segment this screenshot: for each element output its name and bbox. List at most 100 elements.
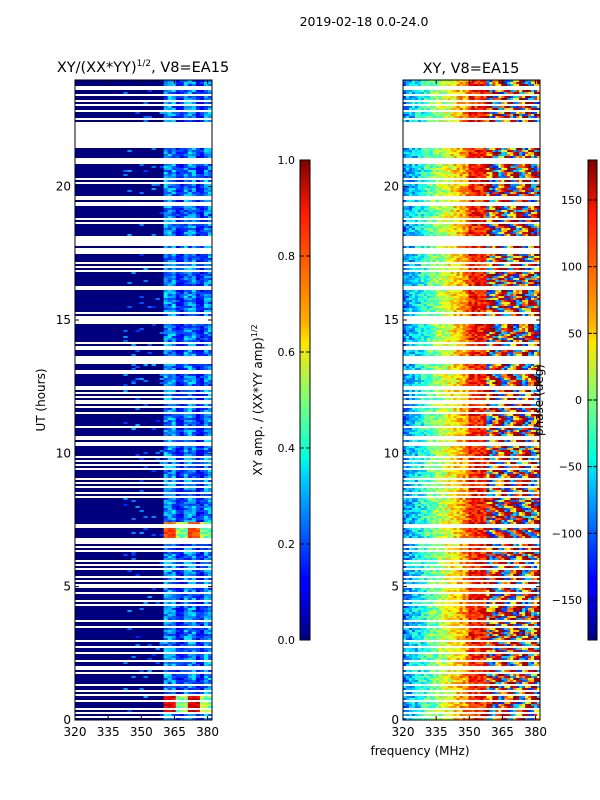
right-heatmap-cell <box>447 194 451 196</box>
left-heatmap-cell <box>207 470 212 472</box>
right-heatmap-cell <box>417 170 422 172</box>
left-heatmap-cell <box>143 102 148 104</box>
left-heatmap-cell <box>183 440 189 442</box>
right-heatmap-cell <box>423 82 428 84</box>
right-heatmap-cell <box>528 120 532 122</box>
left-heatmap-cell <box>167 510 173 512</box>
left-heatmap-cell <box>191 116 197 118</box>
right-heatmap-cell <box>492 234 496 236</box>
right-heatmap-cell <box>489 228 493 230</box>
left-heatmap-cell <box>171 194 177 196</box>
right-heatmap-cell <box>438 98 443 100</box>
right-heatmap-cell <box>474 92 478 94</box>
left-heatmap-cell <box>163 532 168 534</box>
left-heatmap-cell <box>207 382 212 384</box>
right-heatmap-cell <box>468 230 472 232</box>
left-heatmap-cell <box>171 422 177 424</box>
left-heatmap-cell <box>167 682 173 684</box>
left-heatmap-cell <box>195 120 201 122</box>
left-heatmap-cell <box>199 608 205 610</box>
right-heatmap-cell <box>432 216 437 218</box>
left-heatmap-cell <box>195 490 201 492</box>
left-heatmap-cell <box>187 504 193 506</box>
right-heatmap-cell <box>522 188 526 190</box>
left-heatmap-cell <box>167 508 173 510</box>
right-heatmap-cell <box>459 166 463 168</box>
right-heatmap-cell <box>438 246 443 248</box>
left-heatmap-cell <box>191 206 197 208</box>
left-heatmap-cell <box>175 290 181 292</box>
left-heatmap-cell <box>171 114 177 116</box>
left-heatmap-cell <box>187 654 193 656</box>
right-heatmap-cell <box>405 210 410 212</box>
right-heatmap-cell <box>468 220 472 222</box>
right-heatmap-cell <box>438 206 443 208</box>
right-heatmap-cell <box>450 224 454 226</box>
right-heatmap-cell <box>411 112 416 114</box>
right-heatmap-cell <box>522 212 526 214</box>
right-heatmap-cell <box>450 208 454 210</box>
left-heatmap-cell <box>187 506 193 508</box>
left-heatmap-cell <box>139 296 144 298</box>
right-heatmap-cell <box>492 148 496 150</box>
left-heatmap-cell <box>199 532 205 534</box>
left-heatmap-cell <box>171 572 177 574</box>
right-heatmap-cell <box>495 168 499 170</box>
left-heatmap-cell <box>163 272 168 274</box>
right-heatmap-cell <box>435 192 440 194</box>
right-heatmap-cell <box>459 172 463 174</box>
left-heatmap-cell <box>195 216 201 218</box>
left-heatmap-cell <box>191 428 197 430</box>
right-heatmap-cell <box>507 190 511 192</box>
right-heatmap-cell <box>456 90 460 92</box>
left-heatmap-cell <box>199 710 205 712</box>
right-heatmap-cell <box>453 194 457 196</box>
right-heatmap-cell <box>483 208 487 210</box>
left-heatmap-cell <box>163 398 168 400</box>
right-heatmap-cell <box>465 112 469 114</box>
right-heatmap-cell <box>537 170 540 172</box>
left-heatmap-cell <box>199 108 205 110</box>
left-heatmap-cell <box>175 298 181 300</box>
left-heatmap-cell <box>175 446 181 448</box>
right-heatmap-cell <box>408 112 413 114</box>
right-heatmap-cell <box>441 92 445 94</box>
left-heatmap-cell <box>207 268 212 270</box>
left-heatmap-cell <box>191 172 197 174</box>
right-heatmap-cell <box>534 206 538 208</box>
right-heatmap-cell <box>414 170 419 172</box>
right-heatmap-cell <box>417 116 422 118</box>
left-heatmap-cell <box>199 230 205 232</box>
left-heatmap-cell <box>187 246 193 248</box>
right-heatmap-cell <box>504 114 508 116</box>
left-heatmap-cell <box>207 650 212 652</box>
left-heatmap-cell <box>199 302 205 304</box>
left-heatmap-cell <box>203 92 209 94</box>
right-heatmap-cell <box>489 200 493 202</box>
left-heatmap-cell <box>127 570 132 572</box>
left-flagged-row <box>75 250 212 252</box>
right-heatmap-cell <box>486 156 490 158</box>
left-heatmap-cell <box>163 304 168 306</box>
left-heatmap-cell <box>207 518 212 520</box>
right-heatmap-cell <box>480 152 484 154</box>
right-heatmap-cell <box>426 114 431 116</box>
left-heatmap-cell <box>171 416 177 418</box>
left-heatmap-cell <box>167 120 173 122</box>
left-heatmap-cell <box>195 462 201 464</box>
right-heatmap-cell <box>465 166 469 168</box>
left-heatmap-cell <box>163 696 168 698</box>
right-heatmap-cell <box>405 168 410 170</box>
left-heatmap-cell <box>183 682 189 684</box>
left-heatmap-cell <box>159 374 164 376</box>
right-heatmap-cell <box>474 82 478 84</box>
left-heatmap-cell <box>175 614 181 616</box>
right-heatmap-cell <box>513 184 517 186</box>
right-heatmap-cell <box>426 186 431 188</box>
right-heatmap-cell <box>486 190 490 192</box>
right-heatmap-cell <box>456 232 460 234</box>
left-heatmap-cell <box>171 274 177 276</box>
left-heatmap-cell <box>163 324 168 326</box>
right-heatmap-cell <box>420 108 425 110</box>
right-heatmap-cell <box>522 112 526 114</box>
